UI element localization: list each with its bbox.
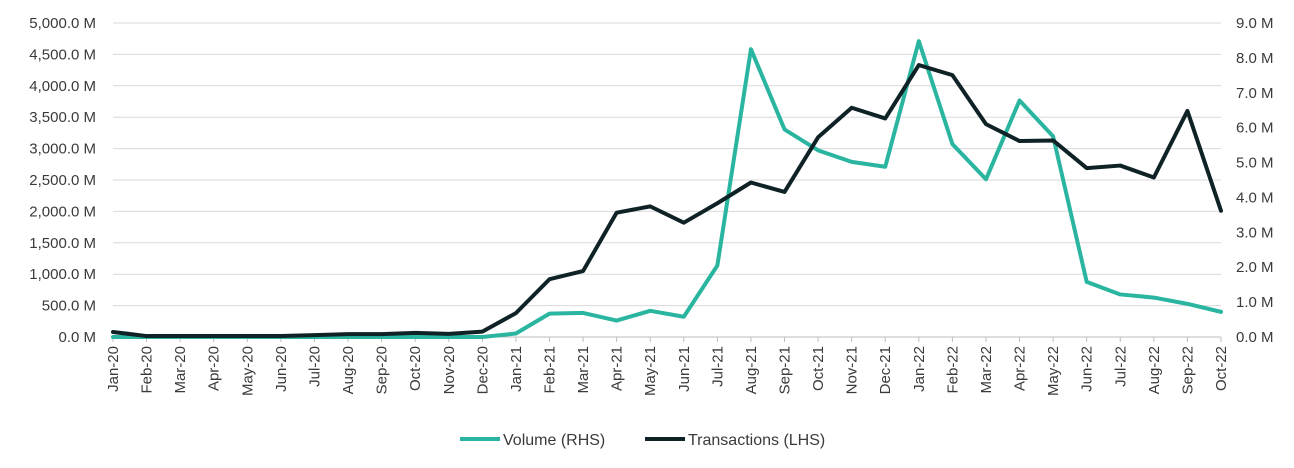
- left-axis-tick-label: 2,500.0 M: [29, 172, 96, 189]
- x-axis-tick-label: Dec-21: [877, 346, 894, 394]
- x-axis-tick-label: Feb-21: [541, 346, 558, 394]
- x-axis-tick-label: Jun-20: [273, 346, 290, 392]
- left-axis-tick-label: 2,000.0 M: [29, 203, 96, 220]
- x-axis-tick-label: Jun-22: [1079, 346, 1096, 392]
- left-axis-tick-label: 5,000.0 M: [29, 15, 96, 32]
- left-axis-tick-label: 4,000.0 M: [29, 78, 96, 95]
- x-axis-tick-label: Apr-20: [206, 346, 223, 391]
- x-axis-tick-label: Sep-22: [1179, 346, 1196, 394]
- right-axis-tick-label: 7.0 M: [1236, 85, 1274, 102]
- legend: Volume (RHS) Transactions (LHS): [460, 432, 825, 449]
- x-axis-tick-label: Nov-20: [441, 346, 458, 394]
- x-axis-tick-label: May-21: [642, 346, 659, 396]
- x-axis-tick-label: Jul-22: [1112, 346, 1129, 387]
- x-axis-tick-label: Aug-22: [1146, 346, 1163, 394]
- x-axis-tick-label: Jan-21: [508, 346, 525, 392]
- left-axis-tick-label: 4,500.0 M: [29, 46, 96, 63]
- x-axis-tick-label: Mar-21: [575, 346, 592, 394]
- right-axis-tick-label: 5.0 M: [1236, 155, 1274, 172]
- x-axis-tick-label: Nov-21: [844, 346, 861, 394]
- x-axis-tick-label: Jun-21: [676, 346, 693, 392]
- x-axis-tick-label: Feb-22: [944, 346, 961, 394]
- x-axis-tick-label: Mar-22: [978, 346, 995, 394]
- x-axis-tick-label: Jan-20: [105, 346, 122, 392]
- left-axis-tick-label: 3,000.0 M: [29, 141, 96, 158]
- x-axis-tick-label: Mar-20: [172, 346, 189, 394]
- left-axis-tick-label: 0.0 M: [58, 329, 96, 346]
- right-axis-tick-label: 0.0 M: [1236, 329, 1274, 346]
- x-axis-ticks: Jan-20 Feb-20 Mar-20 Apr-20 May-20 Jun-20 Jul-…: [105, 337, 1230, 396]
- series-line-transactions-lhs: [111, 63, 1223, 339]
- left-axis-tick-label: 3,500.0 M: [29, 109, 96, 126]
- series-lines: [111, 39, 1223, 339]
- left-axis-tick-label: 1,000.0 M: [29, 266, 96, 283]
- x-axis-tick-label: Jul-20: [306, 346, 323, 387]
- x-axis-tick-label: Apr-22: [1012, 346, 1029, 391]
- right-axis-ticks: 0.0 M 1.0 M 2.0 M 3.0 M 4.0 M 5.0 M 6.0 M 7.0 M…: [1236, 15, 1274, 346]
- x-axis-tick-label: Feb-20: [139, 346, 156, 394]
- x-axis-tick-label: Aug-20: [340, 346, 357, 394]
- gridlines: [113, 22, 1221, 307]
- legend-label-transactions: Transactions (LHS): [688, 432, 825, 449]
- right-axis-tick-label: 9.0 M: [1236, 15, 1274, 32]
- x-axis-tick-label: Jan-22: [911, 346, 928, 392]
- right-axis-tick-label: 6.0 M: [1236, 120, 1274, 137]
- x-axis-tick-label: Sep-20: [374, 346, 391, 394]
- x-axis-tick-label: Jul-21: [709, 346, 726, 387]
- x-axis-tick-label: Sep-21: [777, 346, 794, 394]
- x-axis-tick-label: May-20: [239, 346, 256, 396]
- right-axis-tick-label: 2.0 M: [1236, 259, 1274, 276]
- x-axis-tick-label: Oct-22: [1213, 346, 1230, 391]
- x-axis-tick-label: Oct-21: [810, 346, 827, 391]
- right-axis-tick-label: 4.0 M: [1236, 189, 1274, 206]
- legend-label-volume: Volume (RHS): [503, 432, 605, 449]
- left-axis-ticks: 0.0 M 500.0 M 1,000.0 M 1,500.0 M 2,000.0 M 2…: [29, 15, 96, 346]
- left-axis-tick-label: 1,500.0 M: [29, 235, 96, 252]
- left-axis-tick-label: 500.0 M: [42, 298, 96, 315]
- x-axis-tick-label: Aug-21: [743, 346, 760, 394]
- x-axis-tick-label: Oct-20: [407, 346, 424, 391]
- right-axis-tick-label: 3.0 M: [1236, 224, 1274, 241]
- right-axis-tick-label: 8.0 M: [1236, 50, 1274, 67]
- x-axis-tick-label: Dec-20: [474, 346, 491, 394]
- x-axis-tick-label: May-22: [1045, 346, 1062, 396]
- right-axis-tick-label: 1.0 M: [1236, 294, 1274, 311]
- x-axis-tick-label: Apr-21: [609, 346, 626, 391]
